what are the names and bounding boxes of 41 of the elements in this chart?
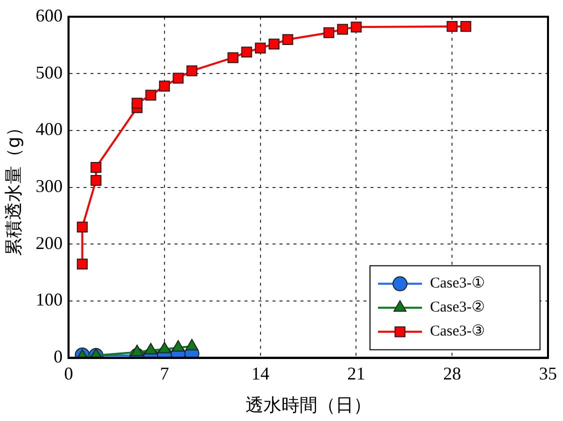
- y-tick-label: 0: [54, 346, 63, 367]
- y-tick-label: 400: [36, 119, 63, 140]
- point: [158, 342, 172, 354]
- point: [350, 22, 362, 32]
- x-tick-label: 35: [539, 363, 557, 384]
- point: [76, 222, 88, 233]
- point: [323, 27, 334, 38]
- point: [145, 90, 156, 101]
- y-tick-label: 500: [36, 62, 63, 82]
- point: [90, 162, 102, 173]
- x-tick-label: 7: [160, 363, 169, 384]
- x-tick-label: 28: [443, 363, 462, 384]
- point: [228, 52, 238, 64]
- point: [460, 21, 472, 32]
- x-axis-title: 透水時間（日）: [245, 394, 372, 416]
- y-tick-label: 300: [36, 176, 63, 196]
- point: [268, 38, 280, 50]
- point: [337, 24, 348, 35]
- point: [282, 34, 294, 45]
- y-axis-title: 累積透水量（g）: [3, 118, 24, 256]
- legend-label: Case3-③: [430, 324, 485, 340]
- point: [90, 175, 102, 186]
- y-tick-label: 200: [36, 232, 63, 253]
- y-tick-label: 600: [36, 6, 63, 26]
- point: [159, 80, 170, 92]
- x-tick-label: 14: [251, 363, 270, 384]
- legend-label: Case3-①: [430, 276, 485, 292]
- point: [254, 42, 266, 54]
- point: [446, 21, 458, 32]
- point: [186, 65, 198, 76]
- point: [185, 338, 198, 350]
- point: [130, 344, 144, 356]
- point: [132, 98, 143, 109]
- point: [144, 342, 158, 354]
- point: [241, 46, 252, 58]
- x-tick-label: 21: [347, 363, 366, 384]
- point: [172, 72, 184, 84]
- y-tick-label: 100: [36, 290, 63, 310]
- point: [76, 258, 88, 270]
- point: [172, 340, 185, 352]
- legend-label: Case3-②: [430, 300, 485, 316]
